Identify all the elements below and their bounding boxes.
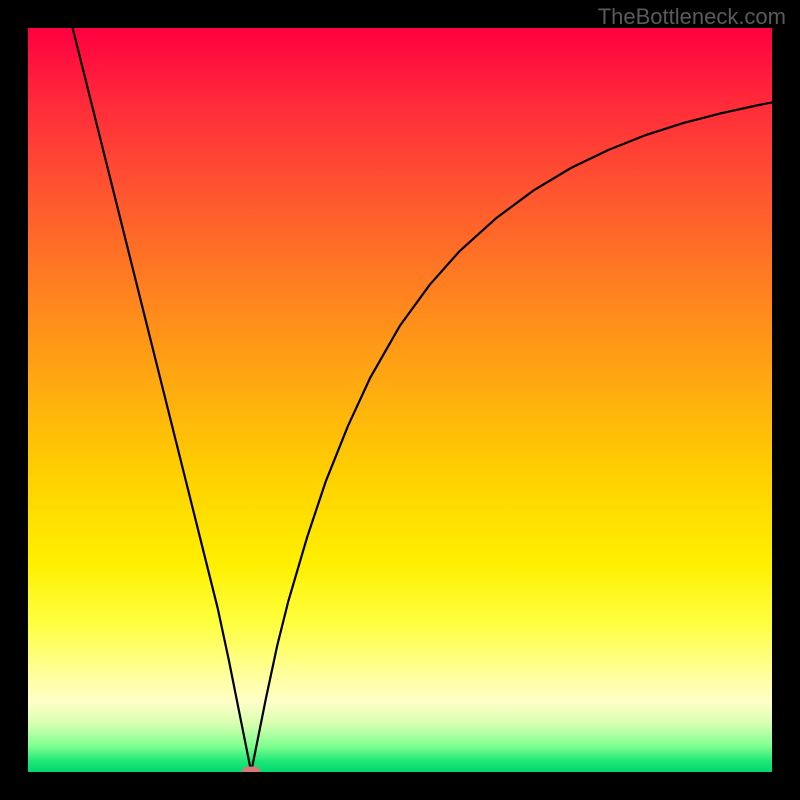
chart-svg-layer bbox=[28, 28, 772, 772]
watermark-text: TheBottleneck.com bbox=[598, 4, 786, 30]
bottleneck-curve bbox=[73, 28, 772, 772]
chart-frame bbox=[28, 28, 772, 772]
minimum-marker bbox=[242, 767, 260, 773]
